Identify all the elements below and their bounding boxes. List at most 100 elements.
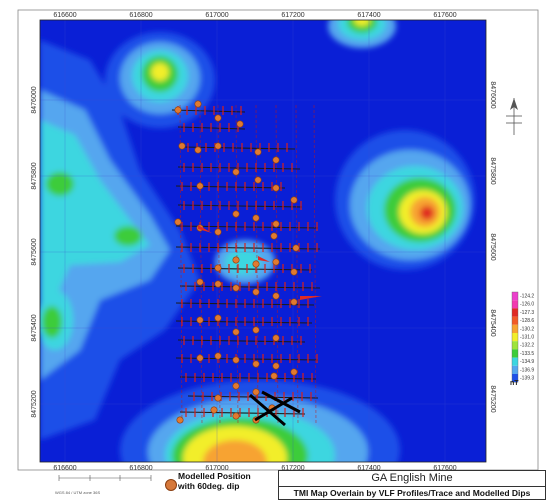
legend-value: -126.0 — [520, 302, 534, 308]
right-tick-label: 8475800 — [489, 157, 496, 184]
left-tick-label: 8475400 — [31, 314, 38, 341]
left-tick-label: 8475800 — [31, 162, 38, 189]
tmi-raster — [40, 20, 486, 462]
modelled-position-marker — [252, 326, 260, 334]
title-block: GA English Mine TMI Map Overlain by VLF … — [278, 470, 546, 500]
vlf-trace-line — [313, 104, 317, 426]
modelled-position-marker — [272, 258, 280, 266]
modelled-position-marker — [252, 388, 260, 396]
right-tick-label: 8475200 — [489, 385, 496, 412]
modelled-position-marker — [254, 148, 262, 156]
title-divider — [279, 486, 545, 487]
modelled-position-marker — [214, 352, 222, 360]
modelled-position-marker — [174, 218, 182, 226]
dip-arrow — [198, 225, 212, 233]
legend-swatch — [512, 316, 518, 325]
modelled-position-marker — [270, 372, 278, 380]
legend-value: -132.2 — [520, 343, 534, 349]
vlf-profiles — [171, 100, 322, 427]
dip-arrow — [258, 256, 270, 262]
bottom-coordinate-labels: 616600 616800 617000 617200 617400 61760… — [53, 465, 456, 472]
modelled-position-marker — [174, 106, 182, 114]
vlf-trace-line — [199, 104, 203, 426]
top-tick-label: 617600 — [433, 12, 456, 19]
vlf-profile-line — [175, 185, 286, 189]
modelled-position-marker — [252, 260, 260, 268]
structure-line — [261, 390, 301, 414]
modelled-position-marker-icon — [165, 479, 177, 491]
modelled-position-marker — [252, 288, 260, 296]
modelled-position-marker — [176, 416, 184, 424]
map-border — [39, 19, 487, 463]
modelled-position-marker — [252, 214, 260, 222]
left-coordinate-labels: 8476000 8475800 8475600 8475400 8475200 — [31, 86, 38, 417]
vlf-trace-line — [179, 104, 183, 426]
top-tick-label: 617200 — [281, 12, 304, 19]
modelled-position-marker — [194, 100, 202, 108]
top-tick-label: 617000 — [205, 12, 228, 19]
vlf-profile-line — [177, 204, 303, 208]
left-tick-label: 8475200 — [31, 390, 38, 417]
legend-swatch — [512, 324, 518, 333]
modelled-position-marker — [232, 328, 240, 336]
colour-scale-legend: -124.2 -126.0 -127.3 -128.6 -130.2 -131.0 -132… — [511, 291, 534, 383]
legend-swatch — [512, 341, 518, 350]
modelled-position-marker — [236, 120, 244, 128]
legend-value: -128.6 — [520, 318, 534, 324]
right-tick-label: 8475600 — [489, 233, 496, 260]
modelled-position-marker — [290, 298, 298, 306]
modelled-position-marker — [290, 368, 298, 376]
top-tick-label: 616600 — [53, 12, 76, 19]
vlf-profile-line — [177, 166, 301, 170]
modelled-position-marker — [196, 354, 204, 362]
bottom-tick-label: 617200 — [281, 465, 304, 472]
modelled-position-marker — [196, 278, 204, 286]
modelled-position-marker — [178, 142, 186, 150]
modelled-position-marker — [272, 220, 280, 228]
legend-unit: nT — [510, 380, 519, 387]
top-tick-label: 617400 — [357, 12, 380, 19]
vlf-trace-line — [295, 104, 299, 426]
legend-swatch — [512, 374, 518, 383]
legend-value: -127.3 — [520, 310, 534, 316]
legend-swatch — [512, 292, 518, 301]
modelled-position-marker — [194, 146, 202, 154]
vlf-profile-line — [177, 267, 313, 271]
bottom-tick-label: 617000 — [205, 465, 228, 472]
modelled-position-marker — [292, 244, 300, 252]
modelled-position-marker — [214, 114, 222, 122]
vlf-profile-line — [179, 376, 317, 380]
bottom-tick-label: 617600 — [433, 465, 456, 472]
vlf-profile-line — [171, 109, 246, 113]
right-coordinate-labels: 8476000 8475800 8475600 8475400 8475200 — [489, 81, 496, 412]
vlf-profile-line — [179, 411, 306, 415]
modelled-position-marker — [254, 176, 262, 184]
modelled-position-marker — [232, 284, 240, 292]
vlf-trace-line — [235, 104, 239, 426]
legend-value: -133.5 — [520, 351, 534, 357]
north-arrow-icon — [506, 98, 522, 135]
legend-swatch — [512, 333, 518, 342]
left-tick-label: 8476000 — [31, 86, 38, 113]
legend-swatch — [512, 357, 518, 366]
top-coordinate-labels: 616600 616800 617000 617200 617400 61760… — [53, 12, 456, 19]
modelled-position-marker — [252, 360, 260, 368]
vlf-profile-line — [177, 339, 306, 343]
modelled-position-marker — [214, 228, 222, 236]
modelled-position-marker — [270, 232, 278, 240]
legend-swatch — [512, 308, 518, 317]
modelled-position-marker — [210, 406, 218, 414]
modelled-position-marker — [196, 182, 204, 190]
modelled-position-marker — [272, 184, 280, 192]
vlf-profile-line — [181, 146, 296, 150]
legend-value: -130.2 — [520, 326, 534, 332]
legend-swatch — [512, 300, 518, 309]
legend-swatch — [512, 349, 518, 358]
top-tick-label: 616800 — [129, 12, 152, 19]
legend-value: -136.9 — [520, 367, 534, 373]
bottom-tick-label: 616600 — [53, 465, 76, 472]
modelled-position-marker — [290, 268, 298, 276]
modelled-position-marker — [232, 412, 240, 420]
legend-value: -134.9 — [520, 359, 534, 365]
